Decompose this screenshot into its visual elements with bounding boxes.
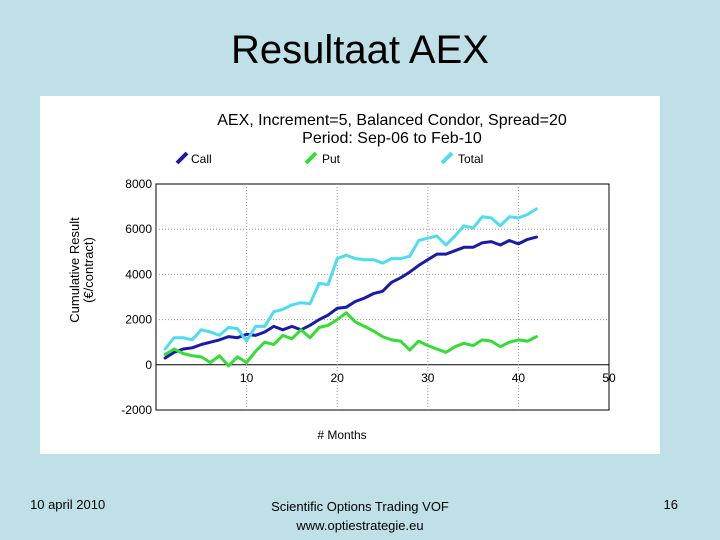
y-tick-label: -2000: [121, 403, 152, 417]
legend-label-call: Call: [191, 152, 212, 166]
series: [163, 207, 538, 368]
x-tick-label: 20: [331, 371, 345, 385]
legend: Call Put Total: [175, 151, 483, 166]
chart-panel: AEX, Increment=5, Balanced Condor, Sprea…: [40, 96, 660, 454]
y-tick-label: 4000: [125, 267, 152, 281]
footer-company: Scientific Options Trading VOF: [271, 499, 449, 514]
slide-title: Resultaat AEX: [231, 28, 489, 72]
x-tick-label: 10: [240, 371, 254, 385]
legend-label-total: Total: [458, 152, 483, 166]
legend-swatch-total: [440, 151, 454, 165]
grid: [155, 183, 610, 411]
y-axis-unit: (€/contract): [81, 237, 96, 303]
tick-labels: -2000 0 2000 4000 6000 8000 10 20 30 40 50: [121, 177, 616, 417]
series-line-put: [163, 311, 538, 368]
legend-swatch-put: [304, 151, 318, 165]
y-axis-label: Cumulative Result: [67, 217, 82, 323]
legend-label-put: Put: [322, 152, 341, 166]
footer-date: 10 april 2010: [30, 497, 106, 512]
chart-title: AEX, Increment=5, Balanced Condor, Sprea…: [217, 112, 567, 129]
x-tick-label: 40: [512, 371, 526, 385]
footer-url: www.optiestrategie.eu: [296, 518, 424, 533]
page-number: 16: [663, 497, 678, 512]
series-line-call: [163, 235, 538, 360]
x-axis-label: # Months: [317, 428, 366, 442]
y-tick-label: 8000: [125, 177, 152, 191]
chart-subtitle: Period: Sep-06 to Feb-10: [302, 130, 482, 147]
line-chart: AEX, Increment=5, Balanced Condor, Sprea…: [67, 112, 616, 442]
series-line-total: [163, 207, 538, 351]
legend-swatch-call: [175, 151, 189, 165]
x-tick-label: 50: [602, 371, 616, 385]
y-tick-label: 2000: [125, 313, 152, 327]
y-tick-label: 0: [145, 358, 152, 372]
y-tick-label: 6000: [125, 222, 152, 236]
x-tick-label: 30: [421, 371, 435, 385]
plot-frame: [155, 183, 610, 411]
footer-credits: Scientific Options Trading VOF www.optie…: [220, 497, 500, 535]
